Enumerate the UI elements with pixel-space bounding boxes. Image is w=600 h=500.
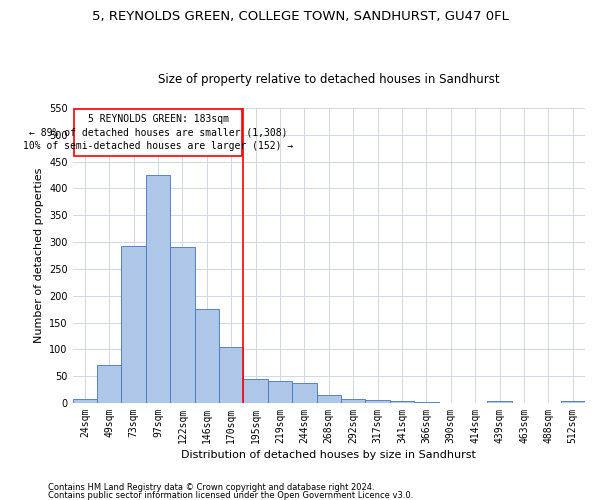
Text: Contains HM Land Registry data © Crown copyright and database right 2024.: Contains HM Land Registry data © Crown c… — [48, 484, 374, 492]
Bar — [292, 383, 317, 403]
Bar — [365, 400, 390, 403]
Bar — [414, 402, 439, 403]
Bar — [560, 401, 585, 403]
Bar — [317, 395, 341, 403]
Text: 5 REYNOLDS GREEN: 183sqm: 5 REYNOLDS GREEN: 183sqm — [88, 114, 229, 124]
Text: 10% of semi-detached houses are larger (152) →: 10% of semi-detached houses are larger (… — [23, 142, 293, 152]
Title: Size of property relative to detached houses in Sandhurst: Size of property relative to detached ho… — [158, 73, 500, 86]
Bar — [244, 379, 268, 403]
Bar — [390, 401, 414, 403]
Text: 5, REYNOLDS GREEN, COLLEGE TOWN, SANDHURST, GU47 0FL: 5, REYNOLDS GREEN, COLLEGE TOWN, SANDHUR… — [92, 10, 508, 23]
Bar — [341, 398, 365, 403]
FancyBboxPatch shape — [74, 109, 242, 156]
Bar — [268, 382, 292, 403]
Y-axis label: Number of detached properties: Number of detached properties — [34, 168, 44, 343]
Bar — [121, 246, 146, 403]
Bar — [146, 175, 170, 403]
Text: Contains public sector information licensed under the Open Government Licence v3: Contains public sector information licen… — [48, 490, 413, 500]
Bar — [73, 398, 97, 403]
Bar — [194, 309, 219, 403]
Text: ← 89% of detached houses are smaller (1,308): ← 89% of detached houses are smaller (1,… — [29, 128, 287, 138]
Bar — [219, 346, 244, 403]
Bar — [170, 248, 194, 403]
Bar — [487, 401, 512, 403]
Bar — [97, 366, 121, 403]
X-axis label: Distribution of detached houses by size in Sandhurst: Distribution of detached houses by size … — [181, 450, 476, 460]
